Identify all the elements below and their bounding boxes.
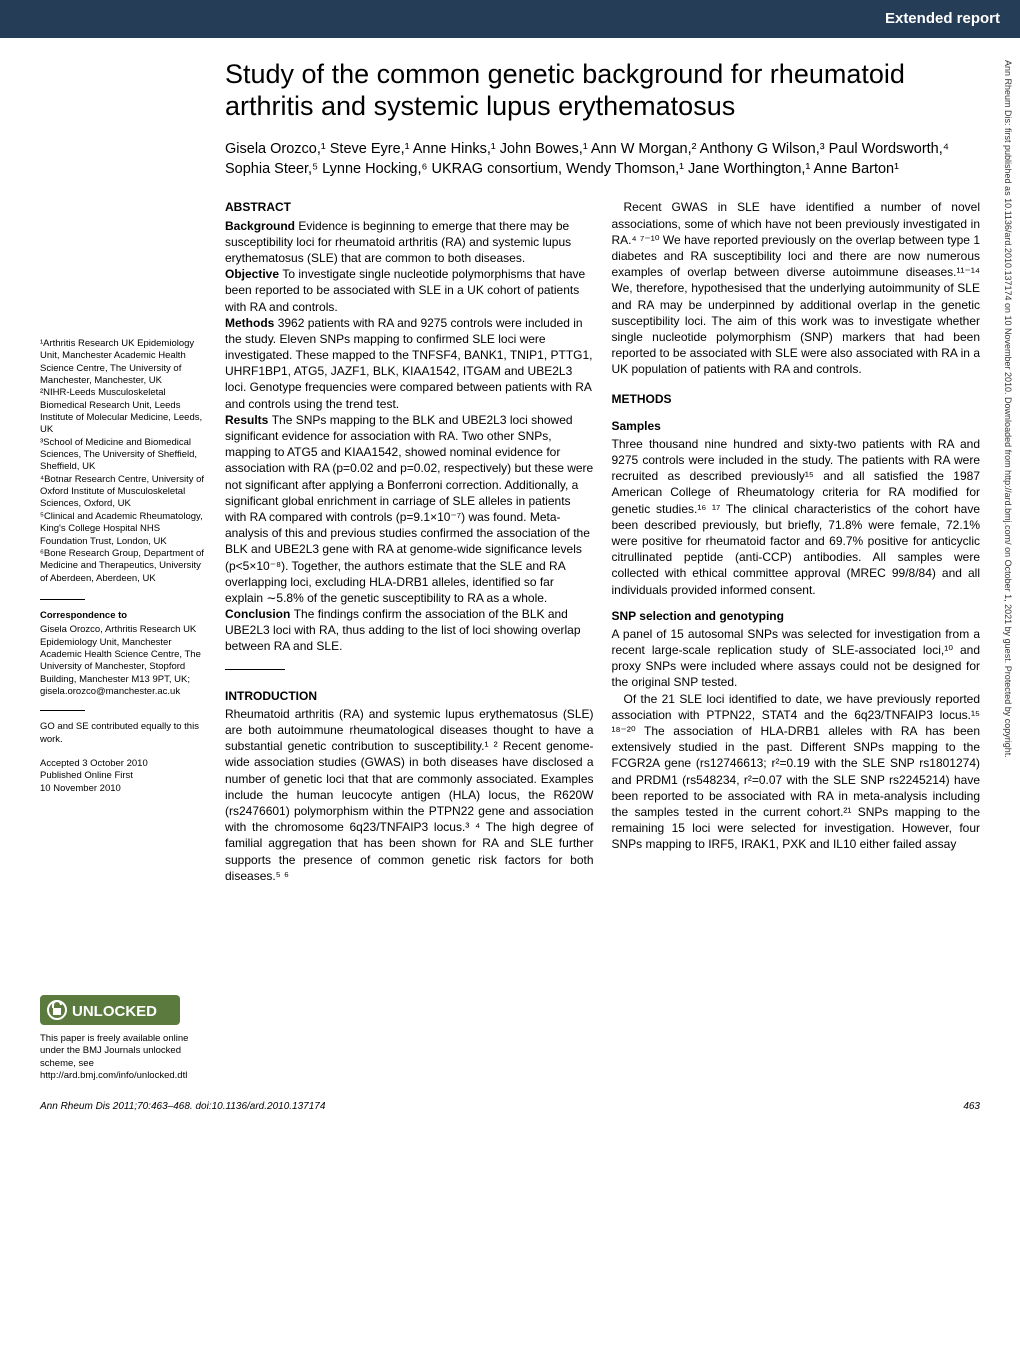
footer-page-number: 463 <box>963 1100 980 1114</box>
contribution-note: GO and SE contributed equally to this wo… <box>40 721 205 746</box>
abstract-end-rule <box>225 669 285 670</box>
main-content: Study of the common genetic background f… <box>225 58 980 1082</box>
snp-heading: SNP selection and genotyping <box>612 608 981 624</box>
snp-p1: A panel of 15 autosomal SNPs was selecte… <box>612 626 981 691</box>
divider <box>40 710 85 711</box>
snp-p2: Of the 21 SLE loci identified to date, w… <box>612 691 981 853</box>
page-footer: Ann Rheum Dis 2011;70:463–468. doi:10.11… <box>0 1094 1020 1126</box>
section-label: Extended report <box>885 9 1000 29</box>
copyright-sidebar: Ann Rheum Dis: first published as 10.113… <box>1002 60 1014 1300</box>
unlocked-text: This paper is freely available online un… <box>40 1033 205 1082</box>
authors-list: Gisela Orozco,¹ Steve Eyre,¹ Anne Hinks,… <box>225 139 980 180</box>
section-header-bar: Extended report <box>0 0 1020 38</box>
abstract-heading: ABSTRACT <box>225 199 594 215</box>
abstract-methods-text: 3962 patients with RA and 9275 controls … <box>225 316 593 411</box>
abstract-conclusion-label: Conclusion <box>225 607 290 621</box>
accepted-dates: Accepted 3 October 2010 Published Online… <box>40 758 205 795</box>
abstract-background-label: Background <box>225 219 295 233</box>
introduction-heading: INTRODUCTION <box>225 688 594 704</box>
samples-p1: Three thousand nine hundred and sixty-tw… <box>612 436 981 598</box>
abstract-objective-text: To investigate single nucleotide polymor… <box>225 267 585 313</box>
abstract-results-text: The SNPs mapping to the BLK and UBE2L3 l… <box>225 413 593 605</box>
divider <box>40 599 85 600</box>
left-sidebar: ¹Arthritis Research UK Epidemiology Unit… <box>40 58 205 1082</box>
footer-citation: Ann Rheum Dis 2011;70:463–468. doi:10.11… <box>40 1100 325 1114</box>
article-title: Study of the common genetic background f… <box>225 58 980 123</box>
introduction-p2: Recent GWAS in SLE have identified a num… <box>612 199 981 377</box>
abstract-objective-label: Objective <box>225 267 279 281</box>
affiliations: ¹Arthritis Research UK Epidemiology Unit… <box>40 338 205 585</box>
abstract-results-label: Results <box>225 413 268 427</box>
samples-heading: Samples <box>612 418 981 434</box>
unlocked-badge: UNLOCKED <box>40 995 205 1025</box>
correspondence-heading: Correspondence to <box>40 610 205 622</box>
unlocked-label: UNLOCKED <box>72 1003 157 1020</box>
methods-heading: METHODS <box>612 391 981 407</box>
correspondence-text: Gisela Orozco, Arthritis Research UK Epi… <box>40 624 205 698</box>
abstract-block: ABSTRACT Background Evidence is beginnin… <box>225 199 594 669</box>
introduction-p1: Rheumatoid arthritis (RA) and systemic l… <box>225 706 594 884</box>
abstract-methods-label: Methods <box>225 316 274 330</box>
